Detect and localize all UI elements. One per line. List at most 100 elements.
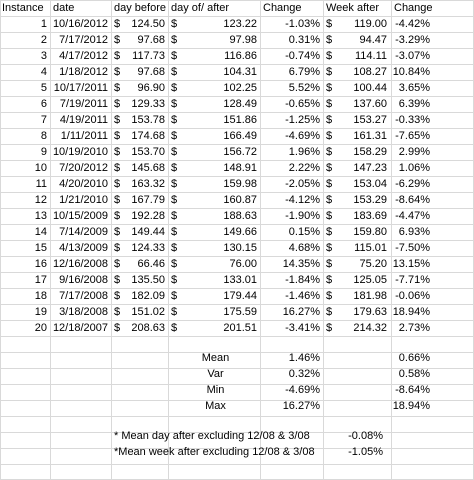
- note-value[interactable]: -1.05%: [348, 446, 383, 458]
- header-instance[interactable]: Instance: [2, 2, 44, 14]
- instance-number[interactable]: 18: [34, 290, 47, 302]
- change-cell[interactable]: 0.31%: [288, 34, 320, 46]
- week-after-cell[interactable]: 158.29: [353, 146, 387, 158]
- change-2-cell[interactable]: 2.73%: [398, 322, 430, 334]
- week-after-cell[interactable]: 119.00: [354, 18, 387, 30]
- currency-symbol[interactable]: $: [171, 130, 178, 142]
- change-2-cell[interactable]: 3.65%: [398, 82, 430, 94]
- currency-symbol[interactable]: $: [114, 290, 121, 302]
- change-2-cell[interactable]: -4.47%: [395, 210, 430, 222]
- week-after-cell[interactable]: 181.98: [353, 290, 387, 302]
- currency-symbol[interactable]: $: [171, 162, 178, 174]
- day-of-cell[interactable]: 128.49: [223, 98, 257, 110]
- stat-label[interactable]: Var: [207, 368, 224, 380]
- week-after-cell[interactable]: 100.44: [353, 82, 387, 94]
- currency-symbol[interactable]: $: [114, 114, 121, 126]
- change-cell[interactable]: -1.46%: [285, 290, 320, 302]
- change-cell[interactable]: 5.52%: [288, 82, 320, 94]
- change-cell[interactable]: 16.27%: [282, 306, 320, 318]
- day-of-cell[interactable]: 116.86: [224, 50, 257, 62]
- week-after-cell[interactable]: 125.05: [353, 274, 387, 286]
- instance-number[interactable]: 3: [40, 50, 47, 62]
- currency-symbol[interactable]: $: [114, 18, 121, 30]
- currency-symbol[interactable]: $: [171, 98, 178, 110]
- currency-symbol[interactable]: $: [171, 210, 178, 222]
- currency-symbol[interactable]: $: [326, 194, 333, 206]
- day-before-cell[interactable]: 174.68: [131, 130, 165, 142]
- stat-label[interactable]: Min: [206, 384, 225, 396]
- day-of-cell[interactable]: 179.44: [223, 290, 257, 302]
- currency-symbol[interactable]: $: [114, 258, 121, 270]
- currency-symbol[interactable]: $: [114, 34, 121, 46]
- day-of-cell[interactable]: 148.91: [223, 162, 257, 174]
- day-of-cell[interactable]: 123.22: [223, 18, 257, 30]
- date-cell[interactable]: 7/17/2008: [59, 290, 108, 302]
- currency-symbol[interactable]: $: [114, 242, 121, 254]
- week-after-cell[interactable]: 183.69: [353, 210, 387, 222]
- currency-symbol[interactable]: $: [171, 322, 178, 334]
- week-after-cell[interactable]: 147.23: [353, 162, 387, 174]
- week-after-cell[interactable]: 94.47: [359, 34, 387, 46]
- currency-symbol[interactable]: $: [326, 306, 333, 318]
- day-before-cell[interactable]: 124.33: [131, 242, 165, 254]
- currency-symbol[interactable]: $: [114, 226, 121, 238]
- date-cell[interactable]: 10/19/2010: [52, 146, 108, 158]
- day-before-cell[interactable]: 208.63: [131, 322, 165, 334]
- instance-number[interactable]: 9: [40, 146, 47, 158]
- currency-symbol[interactable]: $: [326, 50, 333, 62]
- instance-number[interactable]: 2: [40, 34, 47, 46]
- currency-symbol[interactable]: $: [114, 162, 121, 174]
- currency-symbol[interactable]: $: [171, 114, 178, 126]
- currency-symbol[interactable]: $: [326, 146, 333, 158]
- header-change-2[interactable]: Change: [394, 2, 433, 14]
- currency-symbol[interactable]: $: [171, 290, 178, 302]
- change-cell[interactable]: -1.84%: [285, 274, 320, 286]
- currency-symbol[interactable]: $: [326, 34, 333, 46]
- instance-number[interactable]: 1: [40, 18, 47, 30]
- currency-symbol[interactable]: $: [114, 82, 121, 94]
- week-after-cell[interactable]: 153.04: [353, 178, 387, 190]
- day-before-cell[interactable]: 182.09: [131, 290, 165, 302]
- date-cell[interactable]: 10/15/2009: [52, 210, 108, 222]
- instance-number[interactable]: 7: [40, 114, 47, 126]
- day-before-cell[interactable]: 135.50: [131, 274, 165, 286]
- note-text[interactable]: * Mean day after excluding 12/08 & 3/08: [114, 430, 310, 442]
- week-after-cell[interactable]: 179.63: [353, 306, 387, 318]
- stat-change[interactable]: 1.46%: [288, 352, 320, 364]
- date-cell[interactable]: 9/16/2008: [59, 274, 108, 286]
- change-cell[interactable]: -4.12%: [285, 194, 320, 206]
- day-before-cell[interactable]: 96.90: [137, 82, 165, 94]
- day-of-cell[interactable]: 97.98: [229, 34, 257, 46]
- currency-symbol[interactable]: $: [114, 210, 121, 222]
- change-2-cell[interactable]: -3.07%: [395, 50, 430, 62]
- instance-number[interactable]: 6: [40, 98, 47, 110]
- currency-symbol[interactable]: $: [326, 98, 333, 110]
- change-2-cell[interactable]: 13.15%: [392, 258, 430, 270]
- day-before-cell[interactable]: 163.32: [131, 178, 165, 190]
- change-cell[interactable]: 14.35%: [282, 258, 320, 270]
- week-after-cell[interactable]: 137.60: [353, 98, 387, 110]
- day-before-cell[interactable]: 129.33: [131, 98, 165, 110]
- date-cell[interactable]: 4/20/2010: [59, 178, 108, 190]
- header-day-before[interactable]: day before: [114, 2, 166, 14]
- week-after-cell[interactable]: 108.27: [353, 66, 387, 78]
- date-cell[interactable]: 4/17/2012: [59, 50, 108, 62]
- instance-number[interactable]: 4: [40, 66, 47, 78]
- date-cell[interactable]: 1/18/2012: [59, 66, 108, 78]
- currency-symbol[interactable]: $: [114, 322, 121, 334]
- instance-number[interactable]: 15: [34, 242, 47, 254]
- change-cell[interactable]: -1.03%: [285, 18, 320, 30]
- instance-number[interactable]: 14: [34, 226, 47, 238]
- day-before-cell[interactable]: 145.68: [131, 162, 165, 174]
- change-2-cell[interactable]: -7.71%: [395, 274, 430, 286]
- date-cell[interactable]: 7/17/2012: [59, 34, 108, 46]
- currency-symbol[interactable]: $: [326, 162, 333, 174]
- week-after-cell[interactable]: 161.31: [353, 130, 387, 142]
- week-after-cell[interactable]: 153.29: [353, 194, 387, 206]
- change-2-cell[interactable]: 2.99%: [398, 146, 430, 158]
- currency-symbol[interactable]: $: [326, 210, 333, 222]
- currency-symbol[interactable]: $: [326, 114, 333, 126]
- day-of-cell[interactable]: 151.86: [223, 114, 257, 126]
- change-2-cell[interactable]: -6.29%: [395, 178, 430, 190]
- currency-symbol[interactable]: $: [171, 34, 178, 46]
